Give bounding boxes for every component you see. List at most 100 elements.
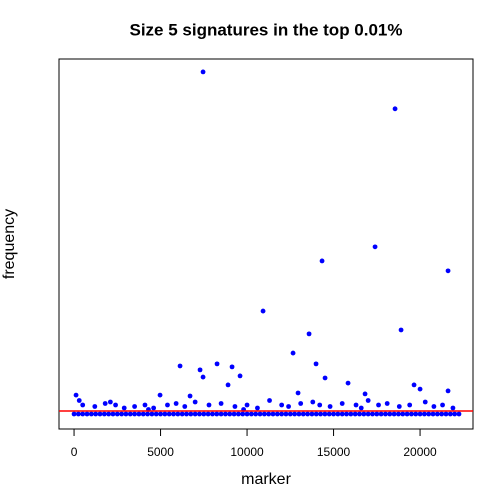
point	[153, 411, 159, 417]
point	[101, 411, 107, 417]
point	[290, 350, 296, 356]
point	[253, 411, 259, 417]
point	[409, 411, 414, 417]
point	[73, 392, 79, 398]
point	[322, 411, 328, 417]
point	[443, 411, 449, 417]
point	[417, 411, 423, 417]
point	[200, 69, 206, 75]
point	[413, 411, 419, 417]
point	[142, 402, 148, 408]
point	[370, 411, 375, 417]
point	[158, 411, 163, 417]
point	[93, 411, 99, 417]
point	[227, 411, 233, 417]
point	[396, 404, 402, 409]
point	[182, 404, 188, 409]
point	[110, 411, 116, 417]
point	[97, 411, 103, 417]
point	[296, 411, 302, 417]
point	[223, 411, 228, 417]
point	[298, 401, 304, 406]
point	[173, 401, 179, 406]
point	[383, 411, 388, 417]
point	[322, 375, 328, 381]
point	[121, 405, 127, 411]
point	[331, 411, 336, 417]
point	[417, 386, 423, 392]
point	[266, 411, 272, 417]
point	[374, 411, 380, 417]
point	[339, 401, 345, 406]
point	[430, 411, 436, 417]
point	[206, 402, 212, 408]
point	[244, 402, 250, 408]
point	[187, 393, 193, 399]
point	[84, 411, 90, 417]
point	[200, 374, 206, 380]
point	[310, 399, 316, 405]
point	[348, 411, 354, 417]
point	[318, 411, 323, 417]
point	[218, 411, 224, 417]
point	[80, 402, 86, 408]
point	[255, 405, 260, 411]
point	[326, 411, 332, 417]
point	[361, 411, 367, 417]
point	[353, 402, 359, 408]
point	[352, 411, 358, 417]
point	[319, 258, 325, 264]
point	[75, 411, 81, 417]
point	[335, 411, 341, 417]
point	[400, 411, 406, 417]
point	[439, 411, 445, 417]
point	[240, 411, 246, 417]
point	[292, 411, 298, 417]
point	[218, 401, 224, 406]
point	[279, 402, 285, 408]
point	[151, 405, 157, 411]
point	[365, 411, 371, 417]
point	[357, 411, 362, 417]
point	[456, 411, 462, 417]
point	[188, 411, 194, 417]
x-axis-label: marker	[241, 471, 291, 488]
point	[102, 401, 108, 406]
x-tick-label: 20000	[403, 445, 437, 459]
y-axis-label: frequency	[1, 209, 18, 279]
point	[295, 390, 301, 396]
point	[197, 411, 202, 417]
point	[107, 399, 113, 405]
point	[313, 411, 319, 417]
point	[378, 411, 384, 417]
point	[344, 411, 349, 417]
point	[71, 411, 77, 417]
point	[345, 380, 351, 386]
point	[248, 411, 254, 417]
point	[229, 364, 235, 370]
x-tick-label: 0	[71, 445, 78, 459]
point	[210, 411, 215, 417]
point	[192, 411, 198, 417]
point	[362, 391, 368, 397]
point	[396, 411, 401, 417]
point	[114, 411, 120, 417]
point	[274, 411, 280, 417]
point	[421, 411, 427, 417]
point	[422, 399, 428, 405]
x-tick-label: 15000	[317, 445, 351, 459]
point	[365, 398, 371, 403]
point	[450, 405, 456, 411]
point	[327, 404, 333, 409]
point	[391, 411, 397, 417]
point	[440, 402, 445, 408]
point	[165, 402, 170, 408]
point	[80, 411, 86, 417]
point	[244, 411, 250, 417]
point	[171, 411, 176, 417]
point	[237, 373, 243, 379]
point	[426, 411, 432, 417]
point	[119, 411, 125, 417]
point	[232, 404, 238, 409]
